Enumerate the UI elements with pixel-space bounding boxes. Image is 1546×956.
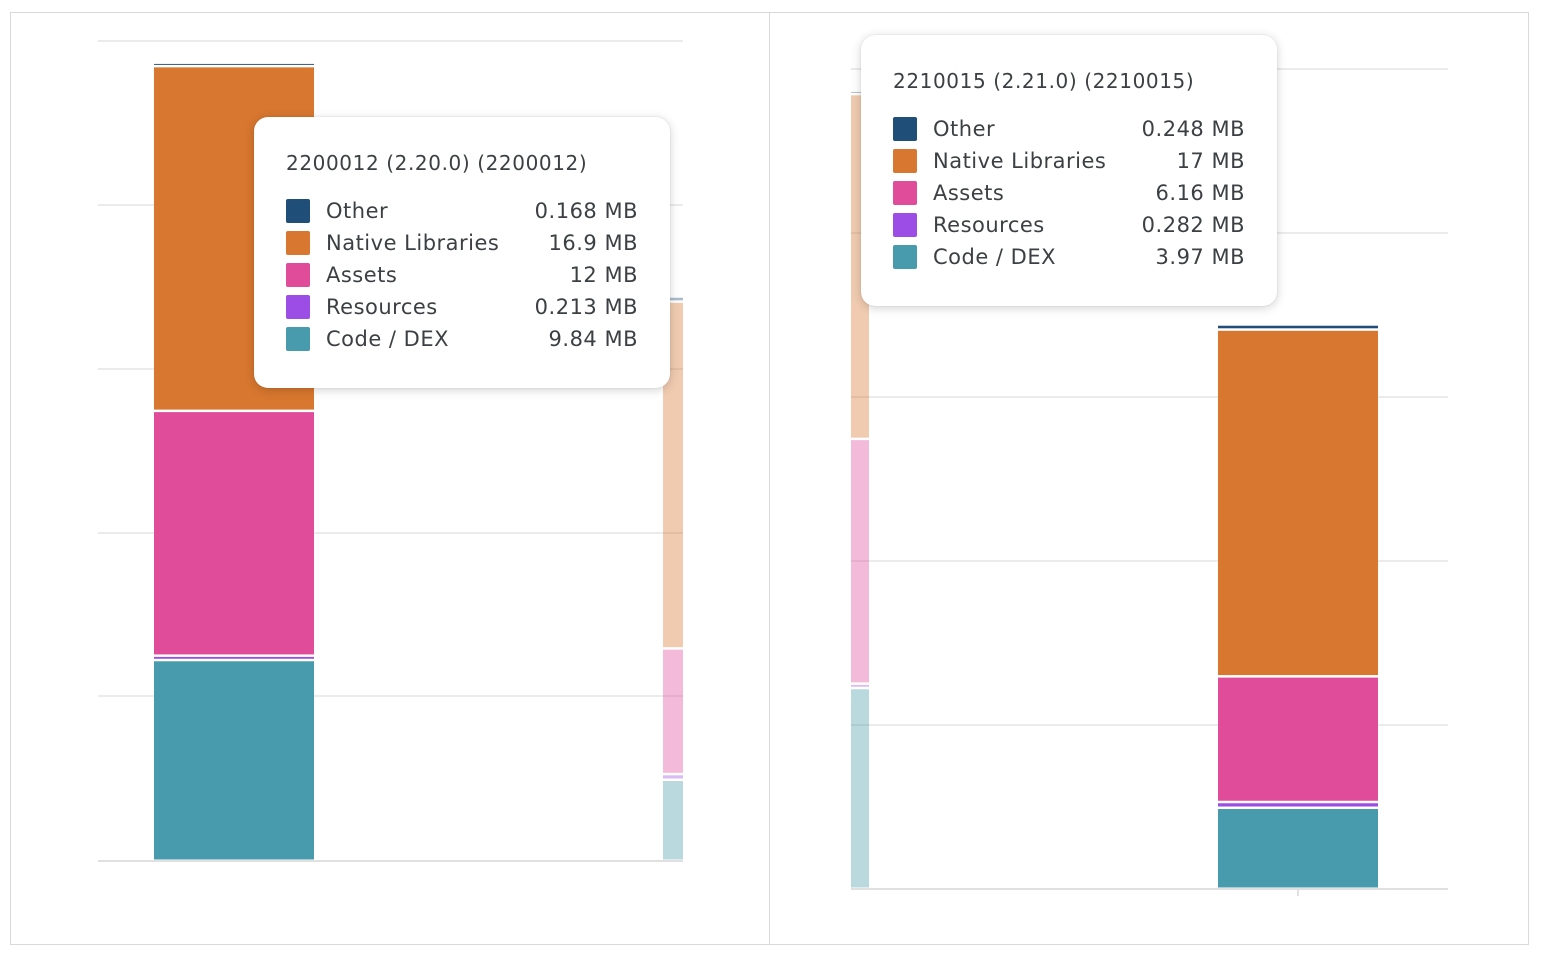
bar-segment-native-libraries xyxy=(1218,330,1378,676)
tooltip-row-value: 0.248 MB xyxy=(1141,117,1245,141)
neighbor-bar-segment-resources xyxy=(851,684,869,687)
neighbor-bar-segment-resources xyxy=(663,775,683,779)
tooltip-row-label: Native Libraries xyxy=(933,149,1107,173)
tooltip-row-other: Other 0.248 MB xyxy=(893,113,1245,145)
bar-segment-resources xyxy=(1218,803,1378,807)
tooltip-row-resources: Resources 0.213 MB xyxy=(286,291,638,323)
bar-segment-code-dex xyxy=(1218,809,1378,888)
tooltip-row-value: 6.16 MB xyxy=(1155,181,1245,205)
neighbor-bar-segment-code-dex xyxy=(851,689,869,888)
legend-swatch-resources xyxy=(893,213,917,237)
tooltip-row-value: 12 MB xyxy=(569,263,638,287)
neighbor-bar-segment-native-libraries xyxy=(663,302,683,648)
tooltip-row-value: 0.282 MB xyxy=(1141,213,1245,237)
bar-segment-code-dex xyxy=(154,661,314,860)
tooltip-row-label: Assets xyxy=(326,263,398,287)
tooltip-row-value: 16.9 MB xyxy=(548,231,638,255)
chart-panel-right xyxy=(851,68,1448,896)
legend-swatch-resources xyxy=(286,295,310,319)
tooltip-row-value: 9.84 MB xyxy=(548,327,638,351)
legend-swatch-code-dex xyxy=(286,327,310,351)
tooltip-row-label: Code / DEX xyxy=(326,327,450,351)
neighbor-bar-segment-assets xyxy=(851,440,869,683)
tooltip-row-label: Other xyxy=(326,199,389,223)
tooltip-row-label: Resources xyxy=(933,213,1045,237)
legend-swatch-native-libraries xyxy=(286,231,310,255)
tooltip-row-value: 17 MB xyxy=(1176,149,1245,173)
tooltip-row-assets: Assets 12 MB xyxy=(286,259,638,291)
tooltip-row-label: Resources xyxy=(326,295,438,319)
bar-segment-assets xyxy=(154,412,314,655)
tooltip-row-value: 0.168 MB xyxy=(534,199,638,223)
neighbor-bar-segment-code-dex xyxy=(663,781,683,860)
tooltip-row-label: Code / DEX xyxy=(933,245,1057,269)
tooltip-row-value: 0.213 MB xyxy=(534,295,638,319)
legend-swatch-assets xyxy=(286,263,310,287)
bar-segment-other xyxy=(1218,325,1378,329)
legend-swatch-other xyxy=(893,117,917,141)
tooltip-row-other: Other 0.168 MB xyxy=(286,195,638,227)
tooltip-row-native-libraries: Native Libraries 17 MB xyxy=(893,145,1245,177)
legend-swatch-code-dex xyxy=(893,245,917,269)
neighbor-bar-segment-other xyxy=(663,297,683,301)
tooltip-row-label: Native Libraries xyxy=(326,231,500,255)
tooltip-title: 2200012 (2.20.0) (2200012) xyxy=(286,151,588,175)
tooltip-right: 2210015 (2.21.0) (2210015) Other 0.248 M… xyxy=(861,35,1277,306)
legend-swatch-other xyxy=(286,199,310,223)
tooltip-title: 2210015 (2.21.0) (2210015) xyxy=(893,69,1195,93)
bar-segment-resources xyxy=(154,656,314,659)
neighbor-bar-segment-assets xyxy=(663,649,683,773)
neighbor-bar-segment-other xyxy=(851,91,869,93)
panel-divider xyxy=(769,12,770,945)
tooltip-row-value: 3.97 MB xyxy=(1155,245,1245,269)
tooltip-row-code-dex: Code / DEX 3.97 MB xyxy=(893,241,1245,273)
tooltip-row-code-dex: Code / DEX 9.84 MB xyxy=(286,323,638,355)
tooltip-row-native-libraries: Native Libraries 16.9 MB xyxy=(286,227,638,259)
tooltip-row-label: Assets xyxy=(933,181,1005,205)
bar-segment-other xyxy=(154,63,314,65)
bar-segment-assets xyxy=(1218,677,1378,801)
legend-swatch-assets xyxy=(893,181,917,205)
tooltip-row-resources: Resources 0.282 MB xyxy=(893,209,1245,241)
tooltip-left: 2200012 (2.20.0) (2200012) Other 0.168 M… xyxy=(254,117,670,388)
legend-swatch-native-libraries xyxy=(893,149,917,173)
tooltip-row-assets: Assets 6.16 MB xyxy=(893,177,1245,209)
tooltip-row-label: Other xyxy=(933,117,996,141)
